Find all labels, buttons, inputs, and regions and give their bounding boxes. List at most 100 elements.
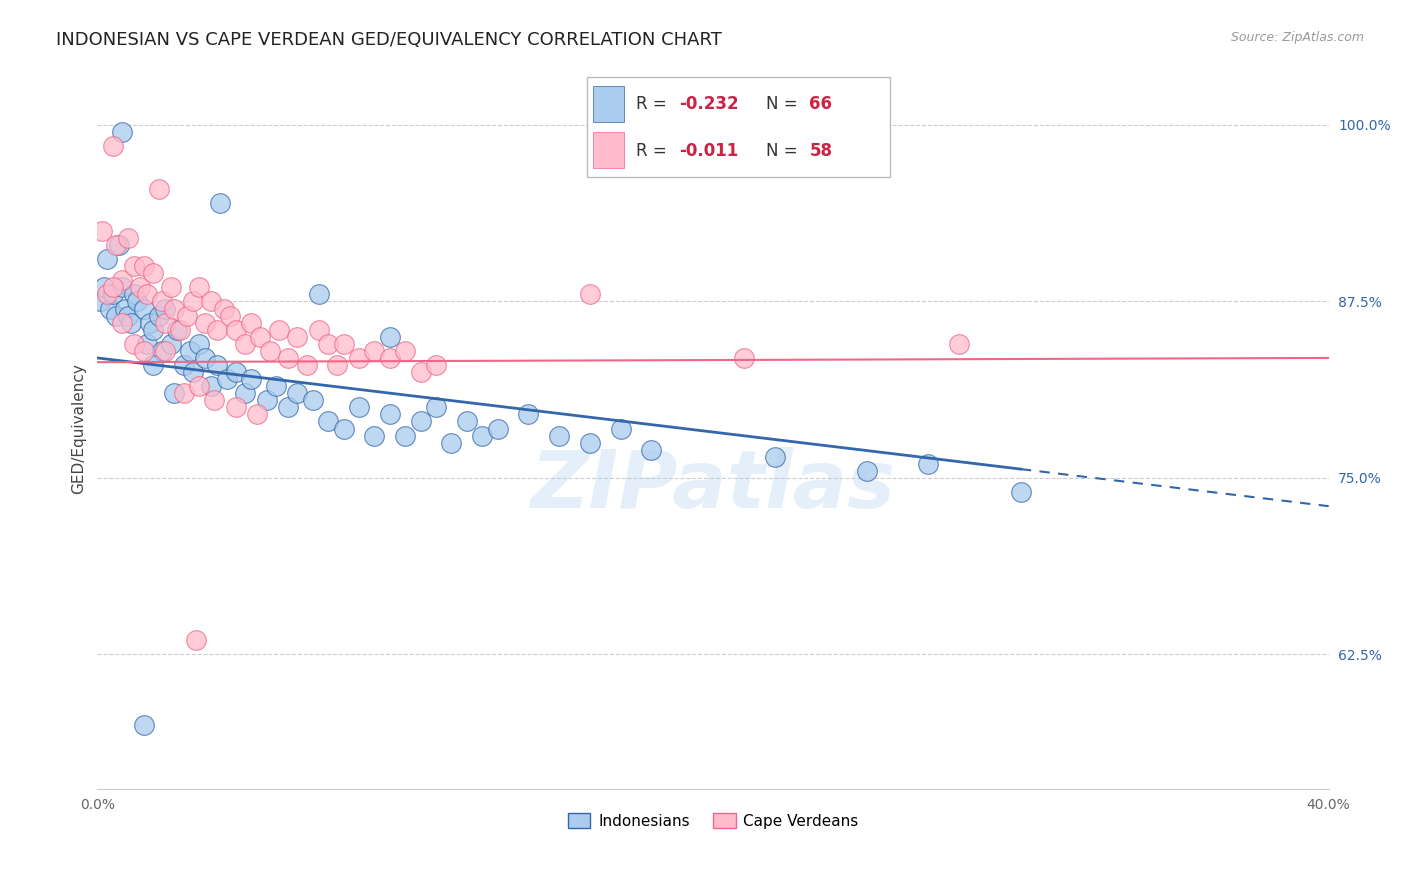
Point [96,287,118,301]
Point [142,266,165,280]
Point [187,379,209,393]
Point [150,343,173,358]
Point [194,351,217,365]
Point [160,336,183,351]
Point [108,238,131,252]
Point [517,408,540,422]
Point [225,323,247,337]
Point [194,316,217,330]
Text: N =: N = [766,95,803,112]
Point [917,457,939,471]
Point [176,309,198,323]
Point [163,301,186,316]
Point [101,139,124,153]
Text: INDONESIAN VS CAPE VERDEAN GED/EQUIVALENCY CORRELATION CHART: INDONESIAN VS CAPE VERDEAN GED/EQUIVALEN… [56,31,723,49]
Text: Source: ZipAtlas.com: Source: ZipAtlas.com [1230,31,1364,45]
Y-axis label: GED/Equivalency: GED/Equivalency [72,363,86,494]
Point [93,280,115,294]
Point [425,401,447,415]
Point [316,336,339,351]
Bar [593,132,624,168]
Point [101,280,124,294]
Point [135,287,157,301]
Point [308,323,330,337]
Point [132,718,155,732]
Point [124,259,146,273]
Point [332,421,354,435]
Point [200,379,222,393]
Point [124,287,146,301]
Bar [593,87,624,122]
Point [363,428,385,442]
Point [378,408,401,422]
Point [326,358,349,372]
Point [200,294,222,309]
Point [347,351,370,365]
Point [440,435,463,450]
Point [225,365,247,379]
Point [129,280,152,294]
Point [394,343,416,358]
Point [378,330,401,344]
Point [225,401,247,415]
Point [409,414,432,428]
Point [117,309,139,323]
Point [763,450,786,464]
Legend: Indonesians, Cape Verdeans: Indonesians, Cape Verdeans [561,806,865,835]
Point [277,351,299,365]
Point [295,358,318,372]
Point [111,316,134,330]
Point [301,393,323,408]
Point [948,336,970,351]
Point [150,294,173,309]
Point [187,336,209,351]
Point [91,224,114,238]
Text: R =: R = [636,95,672,112]
Point [363,343,385,358]
Text: -0.011: -0.011 [679,142,738,160]
Point [378,351,401,365]
Point [456,414,478,428]
Point [117,231,139,245]
Point [132,301,155,316]
Text: ZIPatlas: ZIPatlas [530,447,896,525]
Point [96,252,118,266]
Point [1010,485,1032,500]
Point [104,238,127,252]
Point [120,316,142,330]
Point [246,408,269,422]
Point [486,421,509,435]
FancyBboxPatch shape [586,77,890,178]
Point [160,280,183,294]
Point [101,287,124,301]
Point [259,343,281,358]
Point [267,323,290,337]
Point [132,343,155,358]
Point [184,633,207,648]
Point [316,414,339,428]
Point [240,372,263,386]
Point [138,316,160,330]
Point [179,343,201,358]
Point [579,287,602,301]
Point [240,316,263,330]
Text: -0.232: -0.232 [679,95,740,112]
Point [277,401,299,415]
Point [207,323,229,337]
Point [207,358,229,372]
Point [163,386,186,401]
Point [209,195,232,210]
Point [181,365,204,379]
Point [733,351,755,365]
Point [233,386,256,401]
Point [98,301,121,316]
Point [153,301,176,316]
Point [148,309,170,323]
Point [114,301,136,316]
Point [215,372,238,386]
Point [166,323,188,337]
Point [218,309,240,323]
Point [142,323,165,337]
Text: 58: 58 [810,142,832,160]
Point [135,336,157,351]
